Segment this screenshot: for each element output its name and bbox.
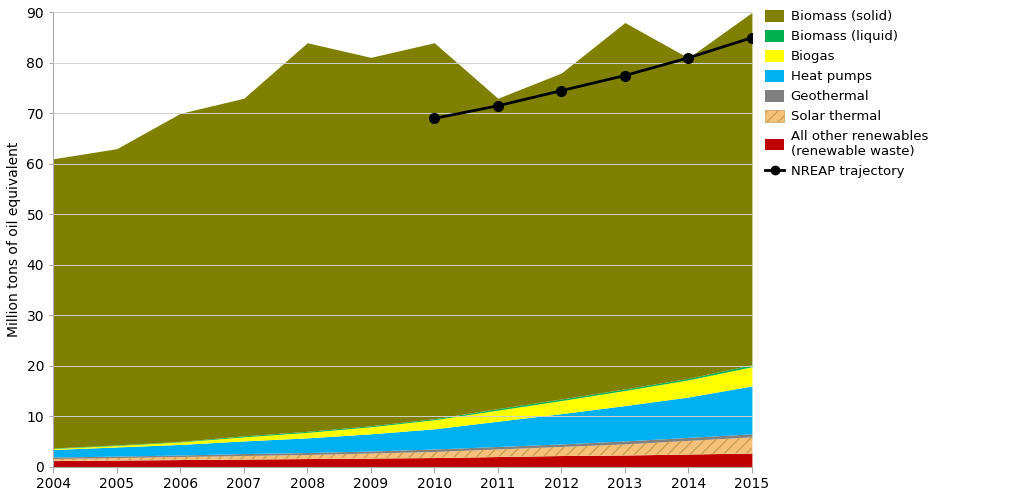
Legend: Biomass (solid), Biomass (liquid), Biogas, Heat pumps, Geothermal, Solar thermal: Biomass (solid), Biomass (liquid), Bioga… <box>765 10 928 178</box>
Y-axis label: Million tons of oil equivalent: Million tons of oil equivalent <box>7 142 20 337</box>
